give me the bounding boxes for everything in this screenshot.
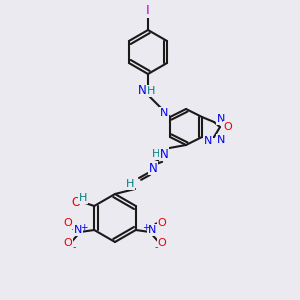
- Text: H: H: [147, 86, 155, 96]
- Text: H: H: [126, 179, 134, 189]
- Text: N: N: [148, 161, 158, 175]
- Text: +: +: [142, 223, 149, 232]
- Text: N: N: [217, 135, 225, 145]
- Text: O: O: [72, 196, 81, 208]
- Text: N: N: [204, 136, 212, 146]
- Text: -: -: [154, 242, 158, 252]
- Text: N: N: [217, 114, 225, 124]
- Text: N: N: [138, 85, 146, 98]
- Text: O: O: [224, 122, 232, 132]
- Text: O: O: [158, 238, 166, 248]
- Text: O: O: [64, 238, 73, 248]
- Text: N: N: [148, 225, 156, 235]
- Text: H: H: [152, 149, 160, 159]
- Text: N: N: [160, 108, 168, 118]
- Text: N: N: [74, 225, 82, 235]
- Text: N: N: [160, 148, 168, 160]
- Text: I: I: [146, 4, 150, 16]
- Text: O: O: [158, 218, 166, 228]
- Text: +: +: [80, 223, 88, 232]
- Text: -: -: [73, 242, 76, 252]
- Text: H: H: [79, 193, 87, 203]
- Text: O: O: [64, 218, 73, 228]
